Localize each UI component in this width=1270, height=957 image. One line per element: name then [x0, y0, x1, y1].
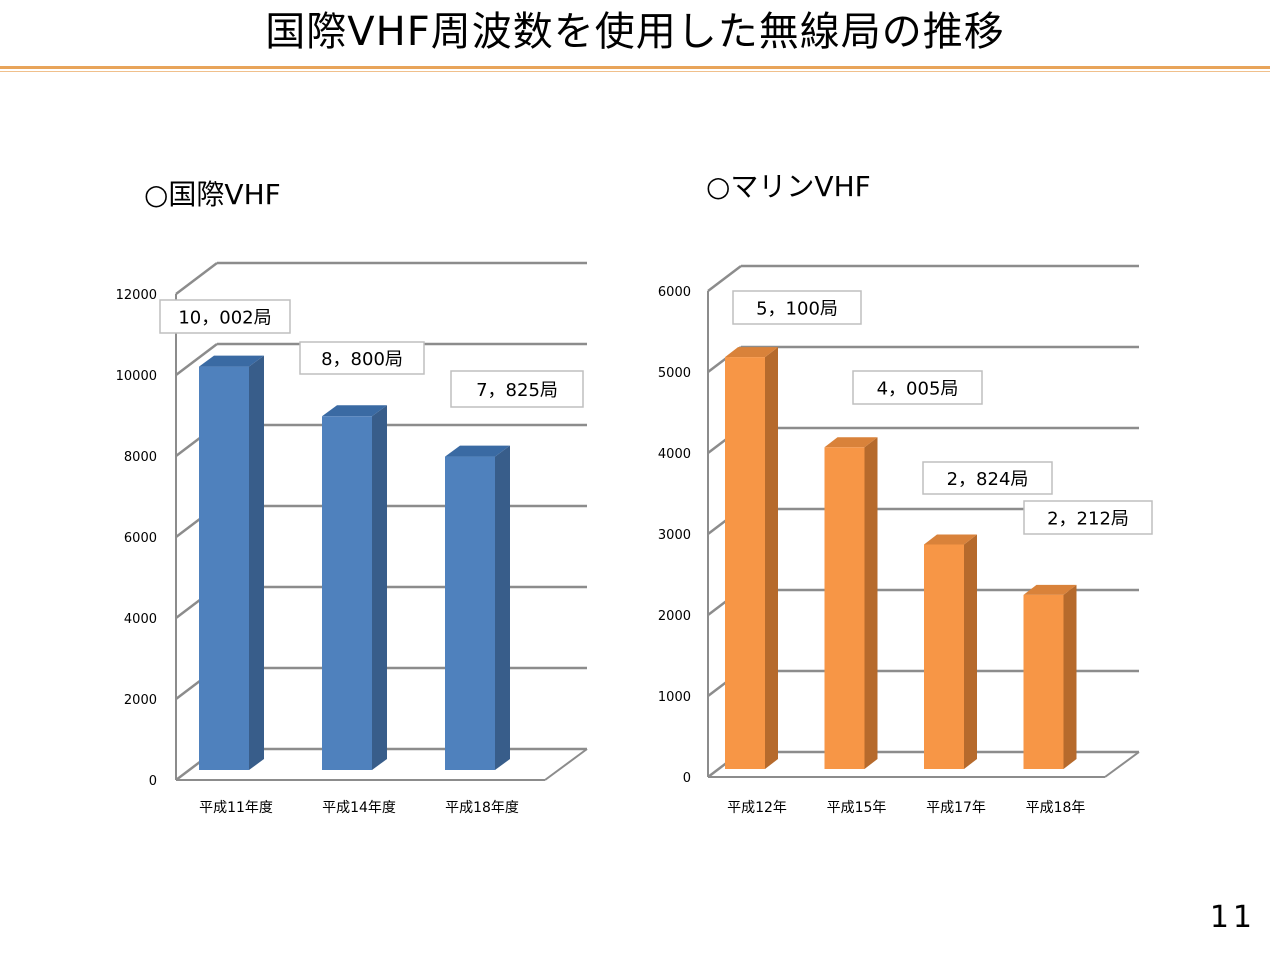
slide-title: 国際VHF周波数を使用した無線局の推移 — [265, 9, 1005, 55]
gridline-diag — [707, 265, 742, 292]
floor-side-edge — [1104, 751, 1140, 778]
bar — [322, 416, 372, 770]
chart-2: 0 1000 2000 3000 4000 5000 6000 平成12年 5，100局平成15… — [658, 264, 1153, 816]
bar-top — [199, 355, 264, 367]
gridline-diag — [175, 262, 218, 295]
page-number: 11 — [1209, 900, 1256, 935]
bar-side — [495, 445, 510, 770]
x-tick-label: 平成18年 — [1026, 800, 1086, 816]
x-tick-label: 平成18年度 — [445, 800, 519, 816]
y-tick-label: 6000 — [124, 531, 157, 546]
bar — [1023, 594, 1064, 769]
x-tick-label: 平成15年 — [827, 800, 887, 816]
bar-top — [1023, 584, 1077, 595]
chart-title-kokusai-vhf: ○国際VHF — [144, 178, 281, 211]
y-tick-label: 4000 — [124, 612, 157, 627]
chart-1: 0 2000 4000 6000 8000 10000 12000 平成11年度 10，002局… — [116, 261, 588, 816]
y-tick-label: 8000 — [124, 450, 157, 465]
data-label: 2，212局 — [1047, 509, 1129, 530]
data-label: 10，002局 — [178, 308, 271, 329]
bar-top — [445, 445, 510, 457]
y-tick-label: 1000 — [658, 690, 691, 705]
data-label-box — [732, 290, 862, 325]
y-tick-label: 2000 — [658, 609, 691, 624]
y-tick-label: 6000 — [658, 285, 691, 300]
bar-side — [372, 405, 387, 770]
bar-top — [924, 534, 977, 545]
data-label: 5，100局 — [756, 299, 838, 320]
data-label-box — [922, 461, 1053, 495]
bar-side — [249, 355, 264, 770]
y-tick-label: 3000 — [658, 528, 691, 543]
data-label-box — [852, 370, 983, 405]
data-label: 2，824局 — [947, 469, 1029, 490]
bar — [445, 456, 495, 770]
floor-side-edge — [544, 748, 588, 781]
data-label-box — [159, 299, 291, 334]
bar-top — [322, 405, 387, 417]
y-tick-label: 0 — [683, 771, 691, 786]
bar — [725, 357, 765, 769]
data-label: 8，800局 — [321, 349, 403, 370]
y-tick-label: 5000 — [658, 366, 691, 381]
data-label: 4，005局 — [877, 379, 959, 400]
gridline-diag — [175, 343, 218, 376]
bar-side — [964, 534, 977, 769]
y-tick-label: 10000 — [116, 369, 157, 384]
bar — [824, 447, 865, 769]
bar — [199, 366, 249, 770]
bar-side — [765, 347, 778, 769]
title-underline-thin — [0, 71, 1270, 72]
bar-top — [725, 347, 778, 358]
data-label-box — [1023, 500, 1153, 535]
y-tick-label: 4000 — [658, 447, 691, 462]
chart-title-marine-vhf: ○マリンVHF — [706, 170, 871, 203]
data-label-box — [450, 370, 584, 408]
x-tick-label: 平成11年度 — [199, 800, 273, 816]
x-tick-label: 平成17年 — [926, 800, 986, 816]
data-label: 7，825局 — [476, 380, 558, 401]
y-tick-label: 2000 — [124, 693, 157, 708]
title-underline — [0, 66, 1270, 69]
x-tick-label: 平成14年度 — [322, 800, 396, 816]
x-tick-label: 平成12年 — [727, 800, 787, 816]
bar-side — [864, 437, 878, 769]
bar-top — [824, 437, 878, 448]
y-tick-label: 12000 — [116, 288, 157, 303]
y-tick-label: 0 — [149, 774, 157, 789]
bar-side — [1063, 584, 1077, 769]
data-label-box — [299, 341, 425, 375]
bar — [924, 544, 964, 769]
